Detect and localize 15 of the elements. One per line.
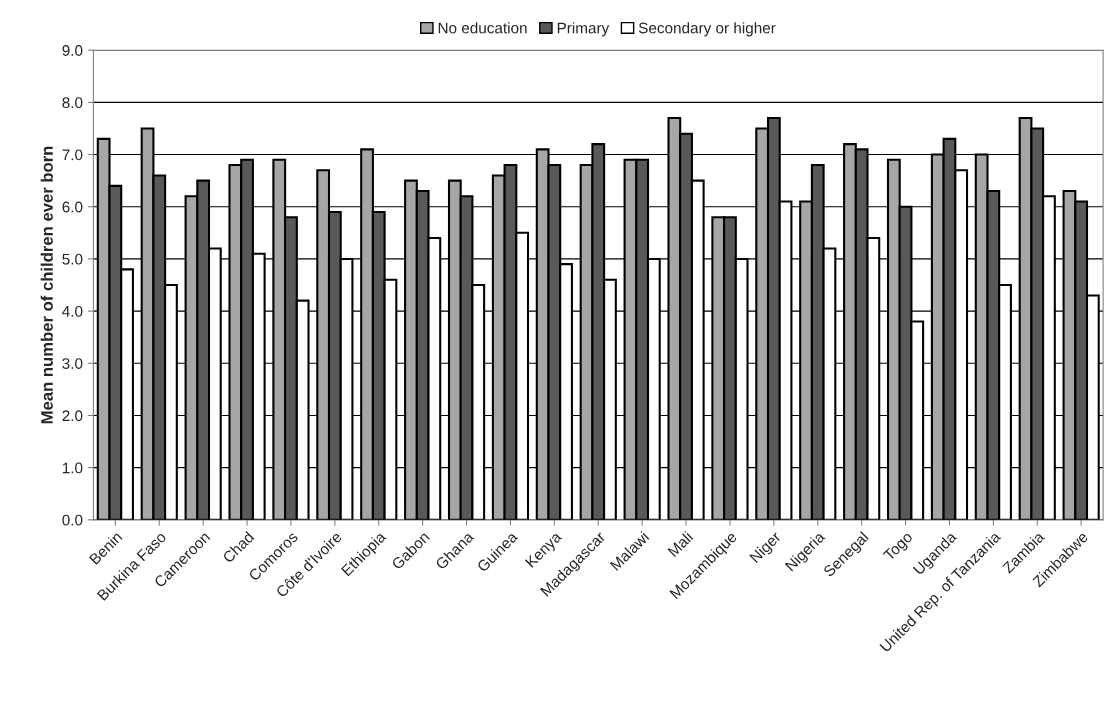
y-tick-label: 4.0 — [62, 305, 83, 317]
legend-label: No education — [438, 22, 527, 34]
y-tick-label: 1.0 — [62, 462, 83, 474]
legend-label: Primary — [557, 22, 610, 37]
y-tick-label: 5.0 — [62, 253, 83, 265]
x-tick-label: Togo — [882, 531, 916, 564]
y-tick-label: 0.0 — [62, 514, 83, 526]
y-tick-label: 9.0 — [62, 45, 83, 56]
y-tick-label: 8.0 — [62, 97, 83, 109]
y-axis-title: Mean number of children ever born — [40, 146, 53, 424]
y-tick-label: 3.0 — [62, 358, 83, 369]
legend-label: Secondary or higher — [638, 22, 776, 37]
y-tick-label: 6.0 — [62, 201, 83, 213]
y-tick-label: 2.0 — [62, 410, 83, 422]
y-tick-label: 7.0 — [62, 149, 83, 161]
